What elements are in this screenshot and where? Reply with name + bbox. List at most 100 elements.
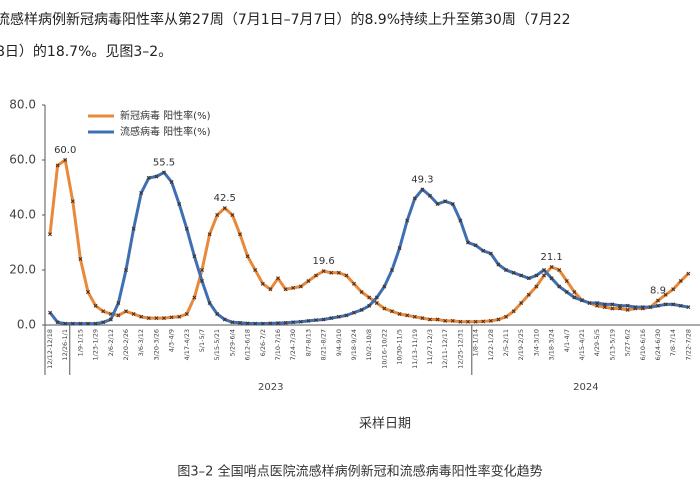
point-marker bbox=[405, 218, 410, 223]
marker-stroke bbox=[146, 175, 151, 180]
point-marker bbox=[222, 206, 227, 211]
point-marker bbox=[549, 265, 554, 269]
point-marker bbox=[177, 202, 182, 206]
marker-stroke bbox=[298, 319, 303, 324]
marker-stroke bbox=[374, 295, 379, 300]
point-marker bbox=[656, 303, 660, 308]
marker-stroke bbox=[519, 301, 524, 305]
marker-stroke bbox=[276, 321, 280, 326]
marker-stroke bbox=[215, 312, 220, 316]
marker-stroke bbox=[481, 248, 486, 253]
marker-stroke bbox=[678, 303, 683, 308]
marker-stroke bbox=[549, 276, 554, 281]
point-marker bbox=[390, 309, 394, 314]
y-tick-label: 40.0 bbox=[9, 208, 36, 222]
point-marker bbox=[625, 303, 630, 308]
marker-stroke bbox=[200, 268, 204, 272]
point-marker bbox=[78, 257, 83, 261]
marker-stroke bbox=[230, 320, 235, 325]
point-marker bbox=[314, 273, 318, 278]
marker-stroke bbox=[222, 317, 227, 322]
point-marker bbox=[344, 273, 349, 278]
point-marker bbox=[435, 317, 440, 322]
point-marker bbox=[374, 301, 379, 305]
point-marker bbox=[215, 312, 220, 316]
marker-stroke bbox=[344, 313, 349, 318]
point-marker bbox=[321, 269, 326, 274]
point-marker bbox=[686, 271, 691, 276]
point-marker bbox=[473, 243, 478, 248]
point-marker bbox=[443, 199, 448, 204]
point-marker bbox=[458, 319, 463, 324]
marker-stroke bbox=[473, 319, 478, 324]
marker-stroke bbox=[86, 321, 90, 326]
marker-stroke bbox=[542, 268, 546, 272]
x-tick-label: 7/10-7/16 bbox=[274, 329, 282, 361]
point-marker bbox=[450, 202, 455, 206]
point-marker bbox=[595, 301, 600, 305]
x-tick-label: 8/21-8/27 bbox=[320, 329, 328, 361]
marker-stroke bbox=[397, 312, 402, 316]
point-marker bbox=[329, 270, 334, 275]
point-marker bbox=[55, 320, 60, 325]
x-tick-label: 12/26-1/1 bbox=[61, 329, 69, 361]
point-marker bbox=[200, 279, 204, 283]
point-marker bbox=[466, 319, 470, 324]
point-marker bbox=[93, 303, 98, 308]
marker-stroke bbox=[124, 309, 128, 314]
x-tick-label: 4/1-4/7 bbox=[563, 329, 571, 352]
marker-stroke bbox=[238, 232, 242, 237]
marker-stroke bbox=[656, 298, 660, 303]
point-marker bbox=[298, 284, 303, 289]
marker-stroke bbox=[618, 303, 622, 308]
marker-stroke bbox=[215, 213, 220, 217]
x-tick-label: 2/20-2/26 bbox=[122, 329, 130, 361]
marker-stroke bbox=[200, 279, 204, 283]
marker-stroke bbox=[268, 321, 273, 326]
point-marker bbox=[336, 270, 341, 275]
marker-stroke bbox=[542, 273, 546, 278]
marker-stroke bbox=[177, 202, 182, 206]
x-tick-label: 5/27-6/2 bbox=[624, 329, 632, 356]
x-tick-label: 9/4-9/10 bbox=[335, 329, 343, 356]
point-marker bbox=[200, 268, 204, 272]
x-tick-label: 1/8-1/14 bbox=[472, 329, 480, 356]
marker-stroke bbox=[564, 279, 569, 283]
series: 55.5 49.3 bbox=[48, 157, 691, 326]
point-marker bbox=[602, 302, 607, 307]
marker-stroke bbox=[580, 298, 584, 303]
marker-stroke bbox=[504, 268, 508, 272]
point-marker bbox=[146, 175, 151, 180]
point-marker bbox=[466, 240, 470, 245]
marker-stroke bbox=[177, 314, 182, 319]
marker-stroke bbox=[367, 303, 372, 308]
point-marker bbox=[511, 270, 516, 275]
point-marker bbox=[405, 313, 410, 318]
y-tick-label: 80.0 bbox=[9, 98, 36, 112]
marker-stroke bbox=[481, 319, 486, 324]
point-marker bbox=[671, 302, 676, 307]
marker-stroke bbox=[108, 317, 113, 322]
marker-stroke bbox=[298, 284, 303, 289]
point-marker bbox=[519, 273, 524, 278]
marker-stroke bbox=[131, 226, 136, 231]
marker-stroke bbox=[131, 312, 136, 316]
caption: 图3–2 全国哨点医院流感样病例新冠和流感病毒阳性率变化趋势 bbox=[177, 464, 542, 480]
marker-stroke bbox=[268, 287, 273, 292]
point-marker bbox=[162, 170, 166, 175]
point-marker bbox=[488, 251, 493, 256]
point-marker bbox=[222, 317, 227, 322]
point-marker bbox=[86, 290, 90, 294]
x-tick-label: 5/1-5/7 bbox=[198, 329, 206, 352]
data-label: 21.1 bbox=[540, 252, 562, 263]
marker-stroke bbox=[420, 187, 425, 192]
point-marker bbox=[656, 298, 660, 303]
x-tick-label: 2/6-2/12 bbox=[107, 329, 115, 356]
point-marker bbox=[671, 287, 676, 292]
x-tick-label: 12/11-12/17 bbox=[441, 329, 449, 369]
point-marker bbox=[542, 268, 546, 272]
x-tick-label: 1/23-1/29 bbox=[92, 329, 100, 361]
point-marker bbox=[93, 321, 98, 326]
point-marker bbox=[397, 246, 402, 250]
point-marker bbox=[618, 303, 622, 308]
